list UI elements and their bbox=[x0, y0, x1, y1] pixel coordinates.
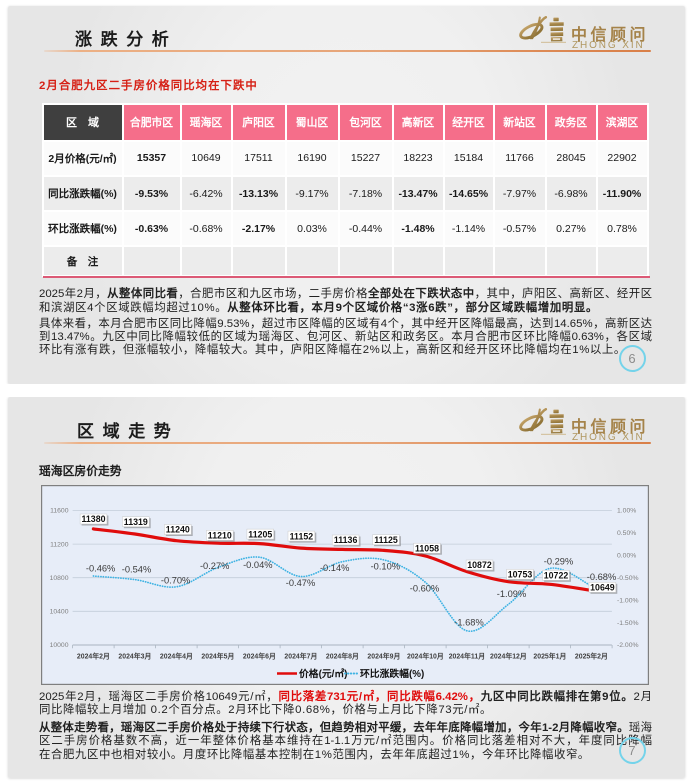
svg-text:2024年6月: 2024年6月 bbox=[242, 652, 275, 661]
svg-text:2025年2月: 2025年2月 bbox=[574, 652, 607, 661]
svg-text:11152: 11152 bbox=[289, 531, 313, 541]
svg-text:10000: 10000 bbox=[49, 642, 68, 649]
svg-text:11240: 11240 bbox=[165, 525, 189, 535]
svg-text:0.00%: 0.00% bbox=[617, 553, 636, 560]
svg-text:-0.70%: -0.70% bbox=[160, 575, 189, 585]
svg-text:10400: 10400 bbox=[49, 609, 68, 616]
svg-text:2024年9月: 2024年9月 bbox=[367, 652, 400, 661]
svg-text:11319: 11319 bbox=[123, 517, 147, 527]
svg-text:1.00%: 1.00% bbox=[617, 508, 636, 515]
svg-text:-0.29%: -0.29% bbox=[543, 557, 572, 567]
svg-text:11058: 11058 bbox=[415, 543, 439, 553]
svg-text:-1.68%: -1.68% bbox=[454, 618, 483, 628]
svg-text:-0.46%: -0.46% bbox=[85, 563, 114, 573]
svg-text:-0.54%: -0.54% bbox=[121, 565, 150, 575]
svg-text:11136: 11136 bbox=[333, 535, 357, 545]
svg-text:-0.47%: -0.47% bbox=[285, 578, 314, 588]
svg-text:价格(元/㎡): 价格(元/㎡) bbox=[299, 667, 347, 680]
svg-text:2025年1月: 2025年1月 bbox=[533, 652, 566, 661]
svg-text:11600: 11600 bbox=[50, 508, 69, 515]
svg-text:2024年8月: 2024年8月 bbox=[325, 652, 358, 661]
svg-text:11200: 11200 bbox=[50, 541, 69, 548]
svg-text:-0.60%: -0.60% bbox=[409, 583, 438, 593]
svg-text:10872: 10872 bbox=[467, 560, 492, 570]
svg-text:10649: 10649 bbox=[590, 583, 615, 593]
svg-text:11205: 11205 bbox=[248, 529, 272, 539]
svg-text:-1.50%: -1.50% bbox=[617, 620, 639, 627]
svg-text:-0.14%: -0.14% bbox=[319, 563, 348, 573]
svg-text:-1.09%: -1.09% bbox=[496, 589, 525, 599]
svg-text:环比涨跌幅(%): 环比涨跌幅(%) bbox=[360, 667, 424, 680]
svg-text:2024年4月: 2024年4月 bbox=[159, 652, 192, 661]
svg-text:2024年2月: 2024年2月 bbox=[76, 652, 109, 661]
svg-text:-0.04%: -0.04% bbox=[243, 560, 272, 570]
svg-text:11125: 11125 bbox=[374, 535, 398, 545]
svg-text:2024年3月: 2024年3月 bbox=[118, 652, 151, 661]
svg-text:2024年10月: 2024年10月 bbox=[407, 652, 444, 661]
svg-text:2024年5月: 2024年5月 bbox=[201, 652, 234, 661]
svg-text:-1.00%: -1.00% bbox=[617, 597, 639, 604]
svg-text:-0.27%: -0.27% bbox=[199, 561, 228, 571]
svg-text:11380: 11380 bbox=[81, 514, 105, 524]
svg-text:2024年11月: 2024年11月 bbox=[448, 652, 484, 661]
svg-text:10753: 10753 bbox=[507, 570, 532, 580]
svg-text:2024年12月: 2024年12月 bbox=[490, 652, 527, 661]
svg-text:10800: 10800 bbox=[49, 575, 68, 582]
svg-text:-2.00%: -2.00% bbox=[617, 642, 639, 649]
svg-text:2024年7月: 2024年7月 bbox=[284, 652, 317, 661]
svg-text:0.50%: 0.50% bbox=[617, 530, 636, 537]
svg-text:11210: 11210 bbox=[207, 531, 231, 541]
svg-text:10722: 10722 bbox=[543, 571, 568, 581]
svg-text:-0.50%: -0.50% bbox=[617, 575, 639, 582]
svg-text:-0.10%: -0.10% bbox=[370, 562, 399, 572]
svg-text:-0.68%: -0.68% bbox=[586, 572, 615, 582]
